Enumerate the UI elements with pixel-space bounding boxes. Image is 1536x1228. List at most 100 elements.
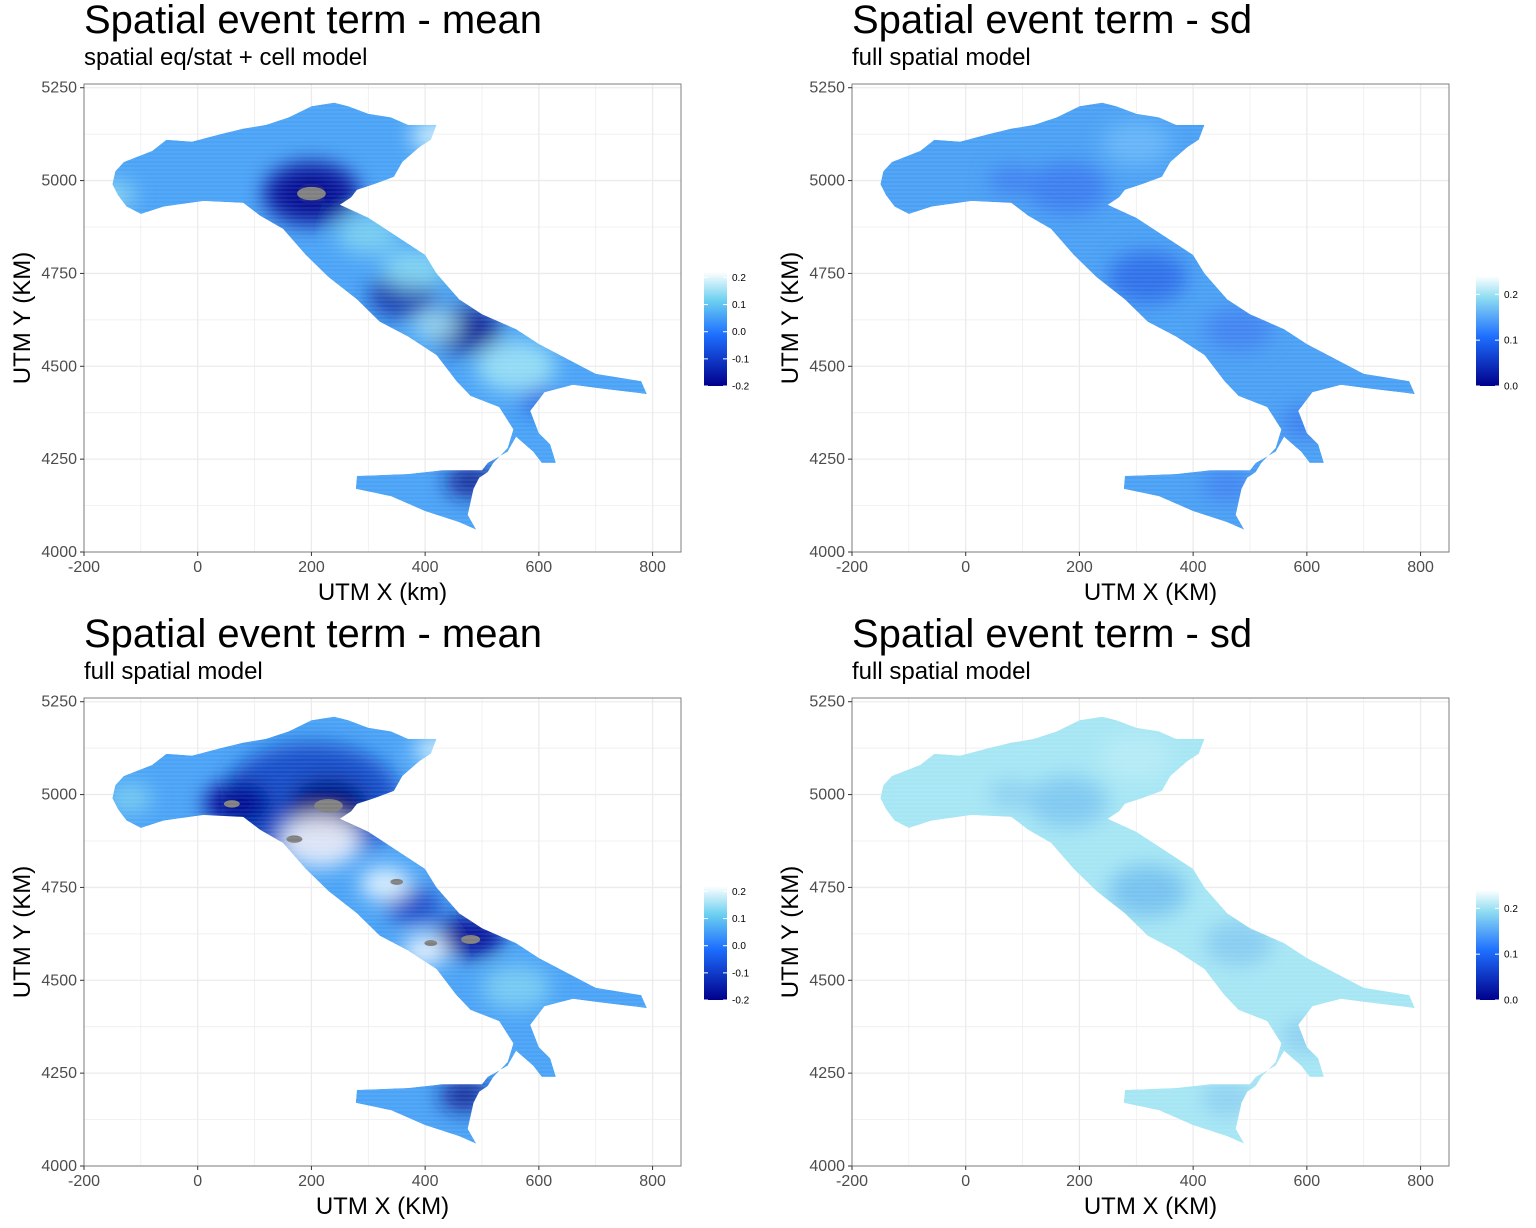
- legend-tick-label: -0.2: [732, 382, 750, 393]
- panel-sd-bottom: Spatial event term - sd full spatial mod…: [768, 614, 1536, 1228]
- heatmap-blob: [280, 815, 360, 867]
- y-tick-label: 4250: [809, 451, 845, 468]
- chart-subtitle: spatial eq/stat + cell model: [84, 44, 368, 71]
- missing-value-cell: [314, 799, 343, 813]
- legend-tick-label: 0.1: [1504, 336, 1518, 347]
- heatmap-blob: [476, 340, 556, 393]
- missing-value-cell: [424, 940, 438, 947]
- legend-tick-label: -0.1: [732, 968, 750, 979]
- y-tick-label: 5250: [809, 80, 845, 97]
- legend-tick-label: 0.2: [732, 273, 746, 284]
- heatmap-blob: [1028, 162, 1108, 214]
- x-tick-label: 800: [1407, 559, 1434, 576]
- x-tick-label: 200: [298, 1173, 325, 1190]
- chart-subtitle: full spatial model: [852, 658, 1031, 685]
- chart-subtitle: full spatial model: [84, 658, 263, 685]
- x-tick-label: -200: [68, 559, 100, 576]
- legend-tick-label: 0.0: [1504, 382, 1518, 393]
- heatmap-blob: [481, 965, 551, 1010]
- y-tick-label: 4000: [809, 544, 845, 561]
- legend-tick-label: 0.0: [1504, 996, 1518, 1007]
- y-tick-label: 4750: [809, 265, 845, 282]
- heatmap-blob: [1107, 865, 1188, 918]
- legend-colourbar: [1476, 890, 1499, 1000]
- heatmap-base: [880, 716, 1415, 1144]
- x-tick-label: 0: [193, 559, 202, 576]
- x-axis-title: UTM X (KM): [1084, 579, 1217, 606]
- x-tick-label: 800: [639, 559, 666, 576]
- legend-tick-label: 0.1: [732, 300, 746, 311]
- legend-tick-label: 0.2: [1504, 290, 1518, 301]
- y-axis-title: UTM Y (KM): [9, 252, 36, 384]
- legend-tick-label: 0.1: [732, 914, 746, 925]
- heatmap-blob: [359, 867, 411, 901]
- y-tick-label: 4750: [41, 879, 77, 896]
- legend-tick-label: 0.1: [1504, 950, 1518, 961]
- missing-value-cell: [297, 186, 326, 201]
- x-tick-label: 400: [412, 1173, 439, 1190]
- heatmap-blob: [413, 310, 460, 341]
- y-tick-label: 4750: [809, 879, 845, 896]
- y-tick-label: 4500: [41, 358, 77, 375]
- chart-subtitle: full spatial model: [852, 44, 1031, 71]
- y-tick-label: 4000: [809, 1158, 845, 1175]
- heatmap-blob: [1204, 920, 1273, 966]
- chart-title: Spatial event term - mean: [84, 612, 542, 656]
- x-tick-label: -200: [836, 559, 868, 576]
- x-tick-label: 0: [193, 1173, 202, 1190]
- x-axis-title: UTM X (km): [318, 579, 447, 606]
- chart-title: Spatial event term - mean: [84, 0, 542, 42]
- y-axis-title: UTM Y (KM): [777, 252, 804, 384]
- legend-colourbar: [1476, 276, 1499, 386]
- heatmap-blob: [1102, 735, 1171, 780]
- heatmap-base: [112, 716, 647, 1144]
- y-tick-label: 4500: [809, 358, 845, 375]
- y-tick-label: 5250: [41, 694, 77, 711]
- missing-value-cell: [286, 835, 303, 843]
- heatmap-base: [880, 102, 1415, 530]
- x-tick-label: 600: [1294, 559, 1321, 576]
- heatmap-chart: -200 0 200 400 600 800 4000 4250 4500 4750 5000 525…: [9, 694, 750, 1220]
- panel-sd-top: Spatial event term - sd full spatial mod…: [768, 0, 1536, 614]
- heatmap-blob: [1107, 251, 1188, 304]
- x-tick-label: 400: [1180, 1173, 1207, 1190]
- heatmap-blob: [1201, 468, 1253, 502]
- legend-colourbar: [704, 272, 727, 386]
- y-tick-label: 5000: [809, 787, 845, 804]
- x-tick-label: 600: [1294, 1173, 1321, 1190]
- x-tick-label: 600: [526, 1173, 553, 1190]
- x-tick-label: 200: [1066, 1173, 1093, 1190]
- x-tick-label: 400: [1180, 559, 1207, 576]
- legend-tick-label: -0.2: [732, 996, 750, 1007]
- heatmap-blob: [988, 165, 1034, 196]
- y-tick-label: 4000: [41, 544, 77, 561]
- x-tick-label: 200: [298, 559, 325, 576]
- legend-tick-label: -0.1: [732, 354, 750, 365]
- y-tick-label: 4250: [41, 451, 77, 468]
- heatmap-blob: [112, 783, 153, 814]
- y-tick-label: 4500: [41, 972, 77, 989]
- y-tick-label: 4000: [41, 1158, 77, 1175]
- y-tick-label: 4500: [809, 972, 845, 989]
- heatmap-blob: [1201, 1082, 1253, 1116]
- missing-value-cell: [223, 800, 240, 808]
- x-tick-label: -200: [836, 1173, 868, 1190]
- y-axis-title: UTM Y (KM): [9, 866, 36, 998]
- y-axis-title: UTM Y (KM): [777, 866, 804, 998]
- y-tick-label: 5000: [809, 173, 845, 190]
- x-tick-label: -200: [68, 1173, 100, 1190]
- heatmap-blob: [1102, 121, 1171, 166]
- y-tick-label: 5250: [41, 80, 77, 97]
- heatmap-chart: -200 0 200 400 600 800 4000 4250 4500 4750 5000 525…: [777, 694, 1518, 1220]
- x-tick-label: 200: [1066, 559, 1093, 576]
- panel-border: [851, 83, 1450, 553]
- panel-border: [851, 697, 1450, 1167]
- panel-border: [83, 83, 682, 553]
- x-tick-label: 800: [1407, 1173, 1434, 1190]
- y-tick-label: 4750: [41, 265, 77, 282]
- heatmap-blob: [1204, 306, 1273, 352]
- y-tick-label: 5250: [809, 694, 845, 711]
- legend-tick-label: 0.2: [1504, 904, 1518, 915]
- missing-value-cell: [390, 878, 404, 885]
- y-tick-label: 5000: [41, 787, 77, 804]
